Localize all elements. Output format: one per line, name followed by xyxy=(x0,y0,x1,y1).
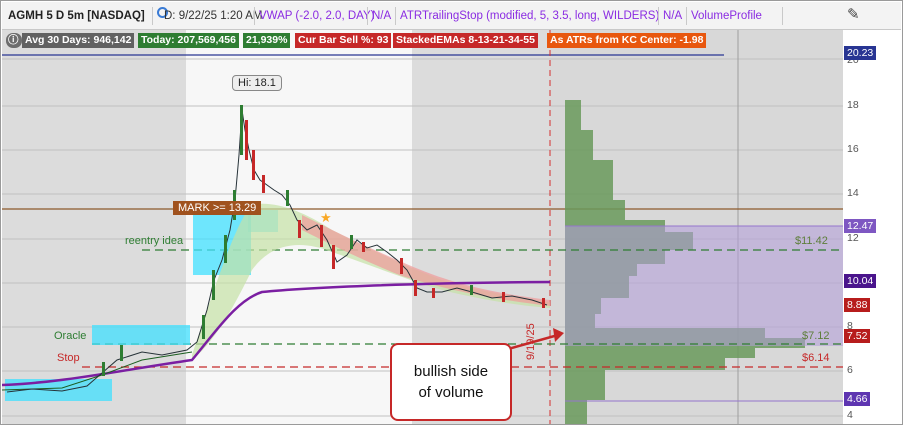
stacked-emas-badge: StackedEMAs 8-13-21-34-55 xyxy=(393,33,538,48)
cur-bar-sell-badge: Cur Bar Sell %: 93 xyxy=(295,33,392,48)
volume-profile-label[interactable]: VolumeProfile xyxy=(691,10,762,22)
tick-18: 18 xyxy=(847,99,859,111)
atr-value: N/A xyxy=(663,10,683,22)
price-tag-8-88: 8.88 xyxy=(844,298,871,312)
vp-level-6: $6.14 xyxy=(802,352,830,364)
date-divider-label: 9/19/25 xyxy=(525,323,537,360)
tick-8: 8 xyxy=(847,320,853,332)
oracle-label: Oracle xyxy=(54,330,87,342)
price-tag-20-23: 20.23 xyxy=(844,46,877,60)
price-axis[interactable]: 20 18 16 14 12 10 8 6 4 20.23 12.47 10.0… xyxy=(843,30,901,424)
price-tag-4-66: 4.66 xyxy=(844,392,871,406)
atr-study-label[interactable]: ATRTrailingStop (modified, 5, 3.5, long,… xyxy=(400,10,660,22)
hi-label: Hi: 18.1 xyxy=(232,75,282,91)
chart-header: AGMH 5 D 5m [NASDAQ] D: 9/22/25 1:20 AM … xyxy=(2,2,901,30)
atr-kc-badge: As ATRs from KC Center: -1.98 xyxy=(547,33,707,48)
mark-label[interactable]: MARK >= 13.29 xyxy=(173,201,262,215)
volume-percent-badge: 21,939% xyxy=(243,33,291,48)
tick-4: 4 xyxy=(847,409,853,421)
chart-area[interactable]: ★ ⓘ Avg 30 Days: 946,142 Today: 207,569,… xyxy=(2,30,843,424)
price-tag-7-52: 7.52 xyxy=(844,329,871,343)
callout-line1: bullish side xyxy=(413,363,489,380)
callout-line2: of volume xyxy=(418,384,484,401)
vwap-study-label[interactable]: VWAP (-2.0, 2.0, DAY) xyxy=(259,10,375,22)
price-tag-10-04: 10.04 xyxy=(844,274,877,288)
vwap-value: N/A xyxy=(372,10,392,22)
avg30-badge: Avg 30 Days: 946,142 xyxy=(22,33,135,48)
drawing-tool-icon[interactable]: ✎ xyxy=(847,6,860,23)
tick-16: 16 xyxy=(847,143,859,155)
price-tag-12-47: 12.47 xyxy=(844,219,877,233)
vp-level-7: $7.12 xyxy=(802,330,830,342)
annotation-callout[interactable]: bullish side of volume xyxy=(390,343,512,421)
chart-svg: ★ xyxy=(2,30,843,424)
today-volume-badge: Today: 207,569,456 xyxy=(138,33,239,48)
tick-20: 20 xyxy=(847,54,859,66)
svg-text:★: ★ xyxy=(320,210,332,225)
vp-level-11: $11.42 xyxy=(795,235,828,247)
link-icon[interactable] xyxy=(157,7,168,18)
tick-12: 12 xyxy=(847,232,859,244)
symbol-label[interactable]: AGMH 5 D 5m [NASDAQ] xyxy=(8,10,145,22)
stop-label: Stop xyxy=(57,352,80,364)
tick-6: 6 xyxy=(847,364,853,376)
tick-14: 14 xyxy=(847,187,859,199)
info-icon[interactable]: ⓘ xyxy=(6,33,22,48)
reentry-label: reentry idea xyxy=(125,235,184,247)
date-label: D: 9/22/25 1:20 AM xyxy=(164,10,263,22)
